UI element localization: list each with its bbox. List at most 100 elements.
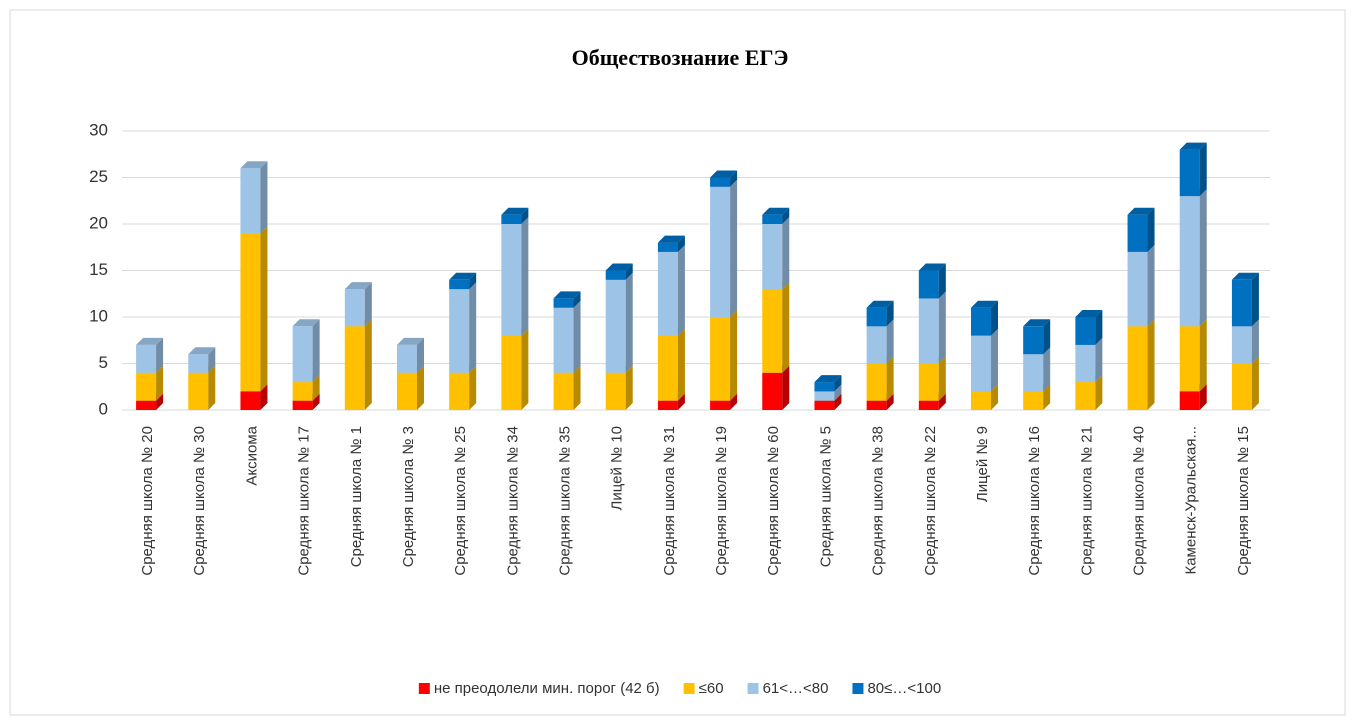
bar-segment xyxy=(501,217,529,336)
bar-front xyxy=(240,233,261,392)
bar-side xyxy=(625,272,633,373)
bar-front xyxy=(449,372,470,410)
bar-side xyxy=(156,365,164,401)
bar-segment xyxy=(866,300,894,327)
bar-segment xyxy=(553,291,581,308)
x-tick-label: Средняя школа № 19 xyxy=(713,426,730,576)
bar-top xyxy=(1179,142,1207,150)
bar-segment xyxy=(1127,244,1155,327)
bar-segment xyxy=(1075,310,1103,345)
bar-side xyxy=(886,356,894,401)
x-tick-label: Средняя школа № 5 xyxy=(817,426,834,567)
bar-side xyxy=(625,365,633,410)
bar-front xyxy=(1023,391,1044,410)
bar-front xyxy=(1127,326,1148,410)
bar-side xyxy=(625,263,633,280)
x-tick-label: Средняя школа № 21 xyxy=(1078,426,1095,576)
bar-side xyxy=(886,319,894,364)
bar-side xyxy=(156,337,164,373)
bar-front xyxy=(971,391,991,410)
bar-top xyxy=(1231,272,1259,280)
x-tick-label: Средняя школа № 38 xyxy=(870,426,887,576)
bar-segment xyxy=(762,217,790,290)
y-tick-label: 15 xyxy=(89,260,108,279)
bar-side xyxy=(677,244,685,336)
bar-side xyxy=(834,393,842,410)
bar-side xyxy=(782,217,790,290)
bar-side xyxy=(1147,207,1155,252)
bar-side xyxy=(1251,319,1259,364)
bar-top xyxy=(553,291,581,299)
bar-segment xyxy=(605,272,633,373)
bar-front xyxy=(292,382,313,401)
bar-front xyxy=(1179,149,1200,197)
bar-top xyxy=(657,235,685,243)
legend-swatch xyxy=(747,683,759,694)
bar-front xyxy=(188,372,209,410)
bar-side xyxy=(1095,375,1103,410)
x-tick-label: Средняя школа № 3 xyxy=(400,426,417,567)
bar-segment xyxy=(449,272,477,290)
legend-swatch xyxy=(418,683,430,694)
bar-front xyxy=(866,307,887,327)
bar-front xyxy=(710,186,731,317)
bar-side xyxy=(469,365,477,410)
bar-front xyxy=(814,400,835,410)
bar-front xyxy=(918,400,939,410)
bar-front xyxy=(762,224,783,290)
bar-top xyxy=(710,170,738,178)
bar-top xyxy=(397,337,424,345)
bar-side xyxy=(938,356,946,401)
bar-segment xyxy=(553,300,581,373)
x-tick-label: Средняя школа № 31 xyxy=(661,426,678,576)
bar-side xyxy=(208,365,216,410)
bar-front xyxy=(918,270,939,299)
bar-side xyxy=(312,319,320,383)
bar-segment xyxy=(449,282,477,373)
bar-side xyxy=(1147,319,1155,410)
bar-front xyxy=(344,289,365,327)
bar-segment xyxy=(1127,207,1155,252)
bar-front xyxy=(762,372,783,410)
bar-front xyxy=(710,400,731,410)
legend-swatch xyxy=(683,683,695,694)
x-tick-label: Средняя школа № 25 xyxy=(452,426,469,576)
bar-front xyxy=(971,335,991,392)
bar-top xyxy=(344,282,372,290)
bar-side xyxy=(1199,319,1207,392)
bar-front xyxy=(605,372,626,410)
bar-segment xyxy=(501,207,529,224)
bar-side xyxy=(991,328,998,392)
bar-segment xyxy=(1023,319,1051,355)
bar-front xyxy=(918,363,939,401)
bar-front xyxy=(501,214,522,224)
bar-front xyxy=(397,372,417,410)
bar-side xyxy=(834,375,842,392)
bar-front xyxy=(1075,382,1096,410)
bar-front xyxy=(710,177,731,187)
bar-front xyxy=(814,382,835,392)
bar-front xyxy=(188,354,209,373)
bar-segment xyxy=(344,282,372,327)
bar-top xyxy=(240,161,268,169)
bar-segment xyxy=(136,337,164,373)
bar-front xyxy=(449,289,470,373)
bar-front xyxy=(397,344,417,373)
bar-side xyxy=(1043,384,1051,410)
bar-front xyxy=(657,335,678,401)
bar-segment xyxy=(918,263,946,299)
chart-title: Обществознание ЕГЭ xyxy=(572,45,789,70)
bar-side xyxy=(1199,384,1207,410)
x-tick-label: Средняя школа № 40 xyxy=(1131,426,1148,576)
bar-front xyxy=(501,335,522,410)
bar-segment xyxy=(657,328,685,401)
bar-segment xyxy=(605,263,633,280)
bar-top xyxy=(1023,319,1051,327)
bar-front xyxy=(553,372,574,410)
bar-front xyxy=(1231,326,1252,364)
y-tick-label: 10 xyxy=(89,306,108,325)
bar-side xyxy=(573,291,581,308)
bar-top xyxy=(866,300,894,308)
x-tick-label: Лицей № 9 xyxy=(974,426,991,502)
